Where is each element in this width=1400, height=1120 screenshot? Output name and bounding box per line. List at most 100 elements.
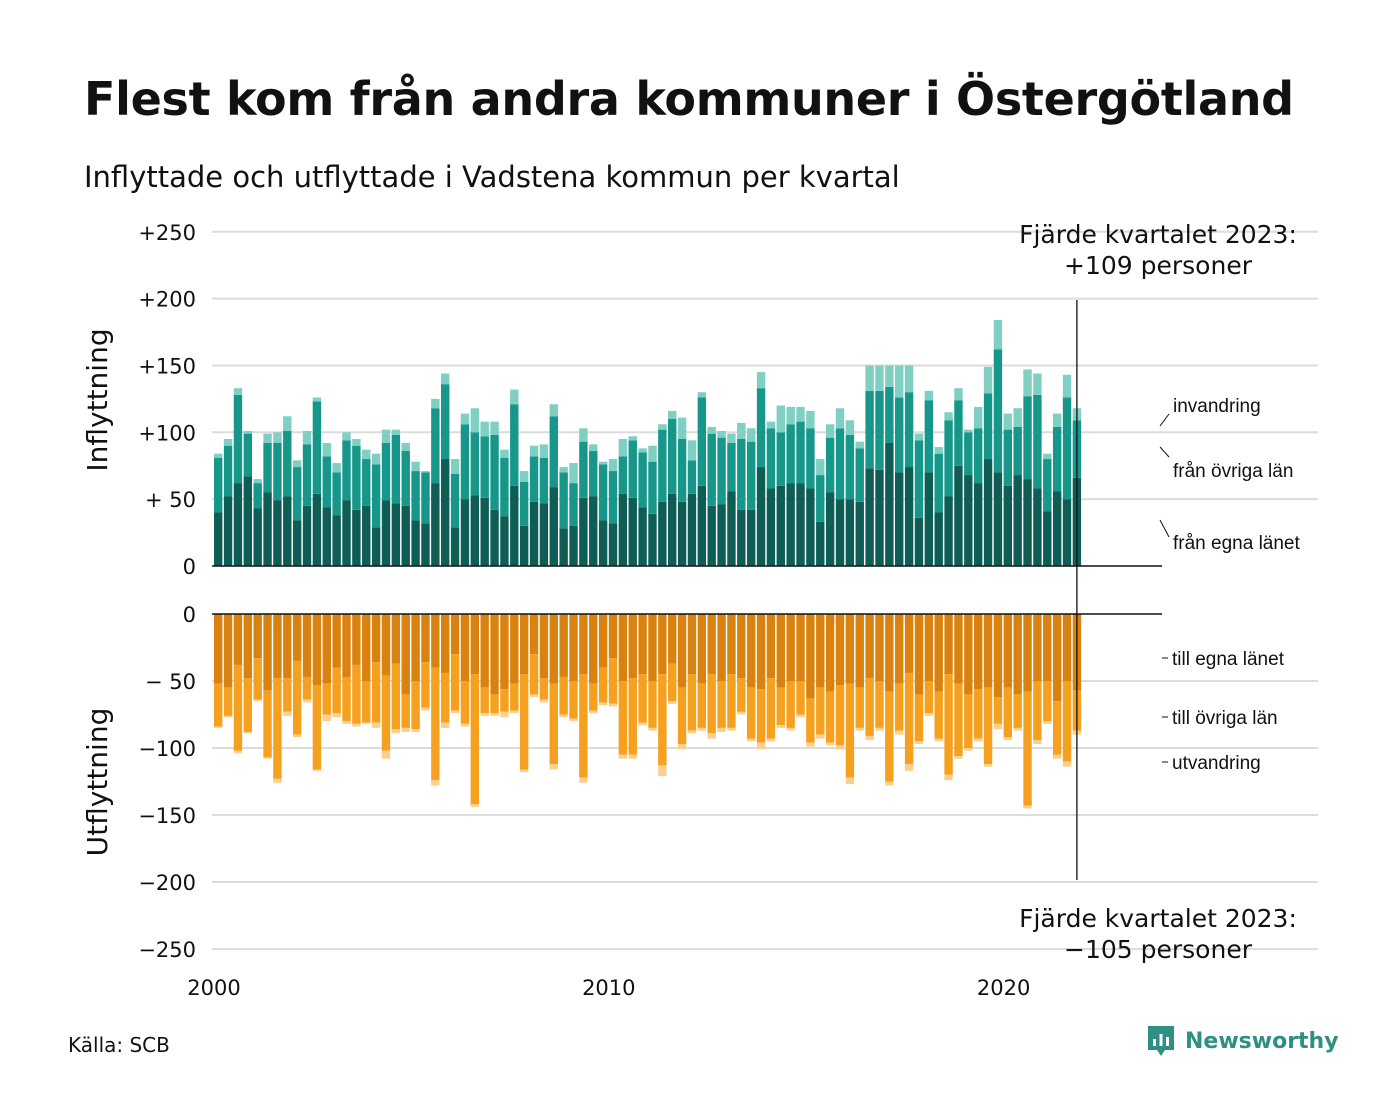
bar-in-1 xyxy=(490,509,499,566)
bar-in-2 xyxy=(608,471,618,524)
bar-out-1 xyxy=(421,614,430,663)
bar-in-3 xyxy=(796,406,805,422)
bar-out-3 xyxy=(362,722,371,724)
series-label-out: utvandring xyxy=(1172,753,1261,774)
chart-title: Flest kom från andra kommuner i Östergöt… xyxy=(84,72,1294,126)
bar-in-1 xyxy=(569,525,578,566)
bar-in-2 xyxy=(470,432,480,496)
bar-in-1 xyxy=(806,488,815,566)
bar-in-3 xyxy=(1062,374,1072,398)
bar-out-3 xyxy=(490,713,499,716)
bar-out-2 xyxy=(352,664,361,724)
bar-out-3 xyxy=(421,707,430,711)
bar-in-1 xyxy=(263,492,272,566)
bar-out-1 xyxy=(401,614,410,695)
bar-in-2 xyxy=(816,475,825,522)
bar-out-2 xyxy=(816,687,825,735)
bar-out-2 xyxy=(450,654,460,711)
bar-out-1 xyxy=(1023,614,1032,692)
bar-out-1 xyxy=(648,614,657,681)
bar-out-2 xyxy=(322,683,331,715)
bar-out-1 xyxy=(214,614,223,684)
bar-in-2 xyxy=(677,438,687,502)
bar-out-2 xyxy=(500,689,509,712)
bar-out-2 xyxy=(283,678,292,712)
bar-out-2 xyxy=(490,694,499,714)
bar-out-1 xyxy=(1013,614,1022,695)
bar-out-3 xyxy=(273,778,282,783)
bar-out-3 xyxy=(519,769,529,773)
bar-in-3 xyxy=(983,366,993,394)
bar-out-2 xyxy=(214,683,223,727)
bar-out-3 xyxy=(411,729,420,732)
bar-out-3 xyxy=(381,750,391,759)
bar-out-3 xyxy=(529,694,539,698)
bar-out-2 xyxy=(608,658,618,704)
bar-out-1 xyxy=(579,614,588,675)
bar-in-2 xyxy=(322,456,331,508)
bar-out-3 xyxy=(756,742,766,750)
bar-in-2 xyxy=(796,421,805,484)
y-tick-label-top: +250 xyxy=(138,221,196,245)
bar-in-2 xyxy=(964,432,973,476)
bar-out-3 xyxy=(569,718,578,722)
bar-out-3 xyxy=(371,722,381,728)
bar-out-2 xyxy=(1052,701,1062,755)
bar-out-1 xyxy=(924,614,934,681)
y-tick-label-top: +200 xyxy=(138,288,196,312)
bar-in-2 xyxy=(371,464,381,528)
bar-in-1 xyxy=(954,465,963,566)
bar-in-1 xyxy=(312,493,322,566)
bar-in-1 xyxy=(618,493,628,566)
bar-in-3 xyxy=(529,445,539,457)
bar-out-3 xyxy=(973,738,983,742)
bar-in-3 xyxy=(648,445,657,462)
bar-out-1 xyxy=(283,614,292,679)
bar-in-2 xyxy=(954,400,963,466)
bar-in-3 xyxy=(993,319,1003,350)
bar-in-2 xyxy=(1052,426,1062,492)
bar-out-2 xyxy=(431,667,440,781)
bar-in-1 xyxy=(766,488,776,566)
bar-in-1 xyxy=(292,520,302,566)
bar-out-1 xyxy=(1033,614,1042,681)
bar-out-1 xyxy=(944,614,953,675)
bar-out-1 xyxy=(914,614,924,695)
bar-in-3 xyxy=(243,430,253,434)
bar-in-1 xyxy=(431,483,440,566)
bar-in-3 xyxy=(352,438,361,446)
bar-in-3 xyxy=(697,392,707,398)
bar-out-2 xyxy=(727,674,736,728)
bar-out-3 xyxy=(431,780,440,786)
bar-in-3 xyxy=(441,373,450,385)
bar-out-2 xyxy=(539,678,549,700)
bar-out-3 xyxy=(470,804,480,807)
bar-in-3 xyxy=(480,421,489,437)
bar-in-3 xyxy=(973,406,983,429)
bar-in-2 xyxy=(835,428,845,500)
bar-out-1 xyxy=(875,614,884,681)
bar-in-1 xyxy=(441,459,450,566)
bar-in-3 xyxy=(273,432,282,443)
bar-in-3 xyxy=(401,443,410,452)
bar-in-1 xyxy=(283,496,292,566)
bar-out-1 xyxy=(391,614,401,664)
bar-in-2 xyxy=(944,420,953,497)
bar-out-3 xyxy=(687,730,697,734)
bar-out-1 xyxy=(332,614,341,668)
bar-in-2 xyxy=(993,349,1003,473)
bar-out-3 xyxy=(717,727,726,732)
bar-out-3 xyxy=(1003,737,1012,740)
y-tick-label-bottom: 0 xyxy=(183,603,196,627)
bar-out-1 xyxy=(618,614,628,681)
bar-out-1 xyxy=(865,614,874,679)
bar-out-3 xyxy=(816,734,825,739)
bar-in-1 xyxy=(687,493,697,566)
bar-in-2 xyxy=(904,392,914,468)
bar-in-2 xyxy=(500,457,509,517)
bar-out-2 xyxy=(895,683,904,731)
bar-out-2 xyxy=(944,674,953,775)
bar-out-2 xyxy=(924,681,934,714)
bar-in-3 xyxy=(263,433,272,443)
